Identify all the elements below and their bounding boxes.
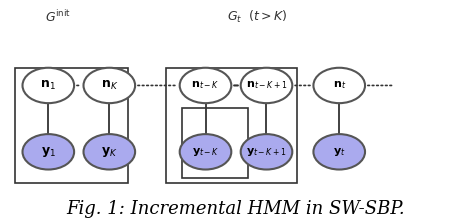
Text: $\mathbf{n}_{t-K}$: $\mathbf{n}_{t-K}$: [191, 80, 219, 91]
Text: $\mathbf{n}_t$: $\mathbf{n}_t$: [333, 80, 346, 91]
Ellipse shape: [84, 134, 135, 170]
Ellipse shape: [23, 68, 74, 103]
Ellipse shape: [180, 68, 231, 103]
Text: $\mathbf{y}_1$: $\mathbf{y}_1$: [41, 145, 56, 159]
Text: $\mathbf{n}_{t-K+1}$: $\mathbf{n}_{t-K+1}$: [246, 80, 287, 91]
Ellipse shape: [180, 134, 231, 170]
Text: $G^\mathrm{init}$: $G^\mathrm{init}$: [45, 9, 71, 25]
Text: $\mathbf{n}_K$: $\mathbf{n}_K$: [101, 79, 118, 92]
Ellipse shape: [313, 134, 365, 170]
Ellipse shape: [23, 134, 74, 170]
Ellipse shape: [241, 68, 292, 103]
Text: $\mathbf{y}_t$: $\mathbf{y}_t$: [333, 146, 346, 158]
Text: $\mathbf{y}_{t-K+1}$: $\mathbf{y}_{t-K+1}$: [246, 146, 287, 158]
Text: $G_t$  $(t > K)$: $G_t$ $(t > K)$: [227, 9, 287, 25]
Text: $\mathbf{y}_{t-K}$: $\mathbf{y}_{t-K}$: [192, 146, 219, 158]
Text: $\mathbf{n}_1$: $\mathbf{n}_1$: [41, 79, 56, 92]
Ellipse shape: [84, 68, 135, 103]
Ellipse shape: [313, 68, 365, 103]
Text: Fig. 1: Incremental HMM in SW-SBP.: Fig. 1: Incremental HMM in SW-SBP.: [67, 200, 405, 218]
Ellipse shape: [241, 134, 292, 170]
Text: $\mathbf{y}_K$: $\mathbf{y}_K$: [101, 145, 118, 159]
